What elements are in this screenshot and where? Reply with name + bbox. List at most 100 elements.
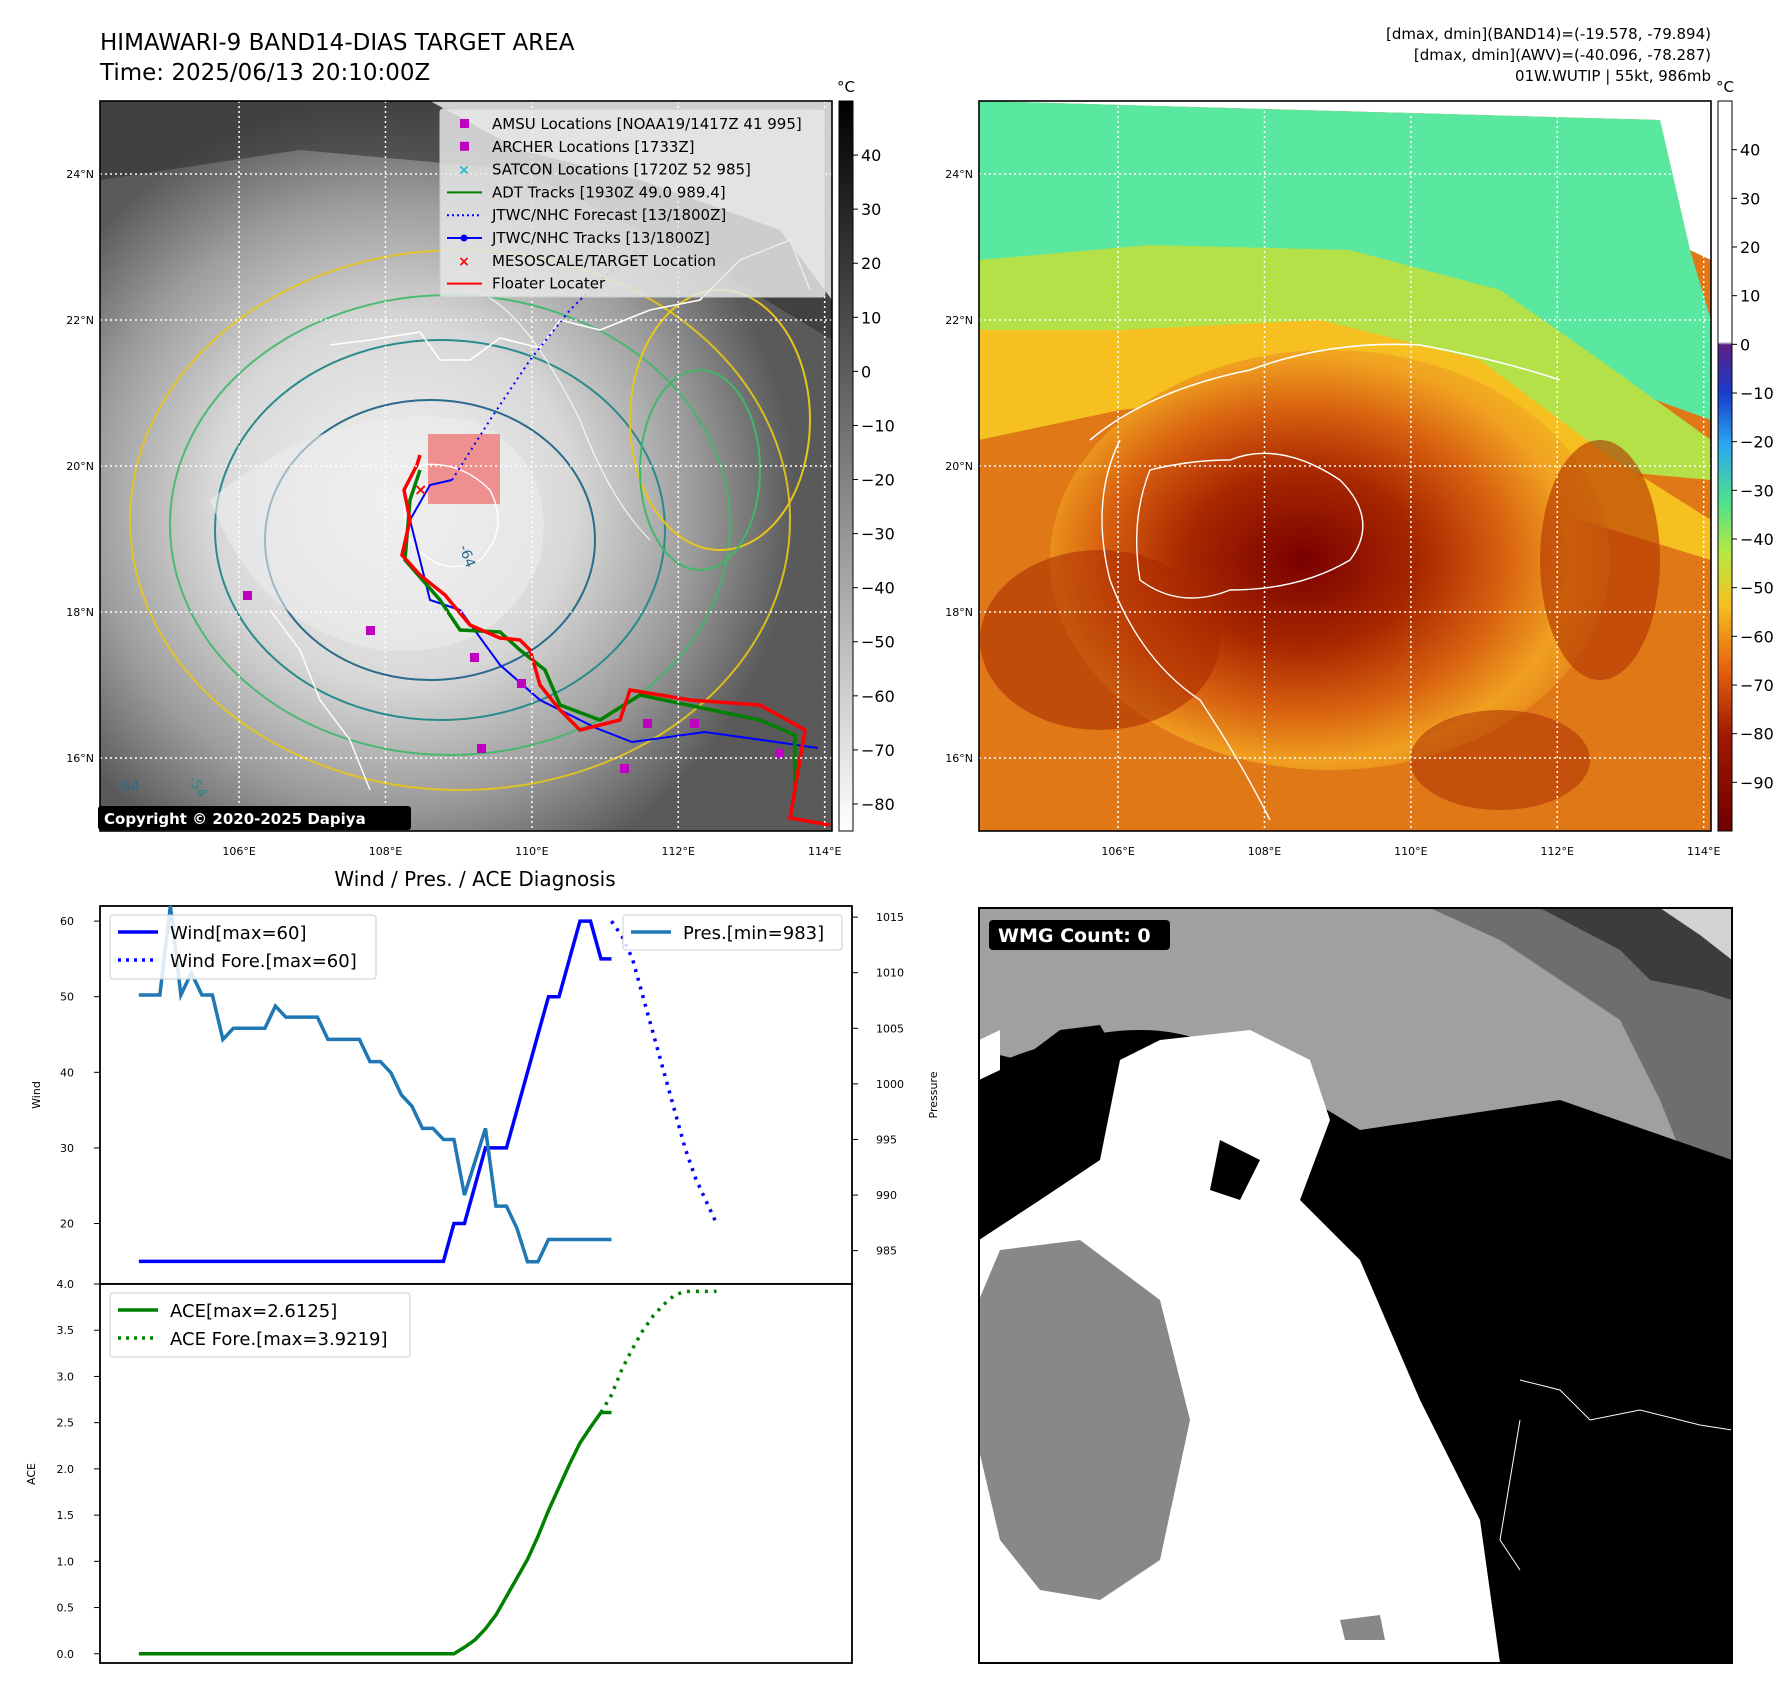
pressure-tick-label: 995 xyxy=(876,1133,897,1146)
amsu-marker xyxy=(243,591,252,600)
lon-tick-label: 108°E xyxy=(369,845,402,858)
lon-tick-label: 114°E xyxy=(1687,845,1720,858)
lon-tick-label: 114°E xyxy=(808,845,841,858)
colorbar-tick-label: −60 xyxy=(1740,627,1774,646)
ace-tick-label: 0.5 xyxy=(57,1602,75,1615)
legend-label: ADT Tracks [1930Z 49.0 989.4] xyxy=(492,183,726,201)
ace-tick-label: 2.5 xyxy=(57,1417,75,1430)
lat-tick-label: 18°N xyxy=(66,606,94,619)
floater-box xyxy=(428,434,500,504)
legend-label: MESOSCALE/TARGET Location xyxy=(492,252,716,270)
legend-entry: AMSU Locations [NOAA19/1417Z 41 995] xyxy=(460,115,802,133)
lon-tick-label: 106°E xyxy=(222,845,255,858)
colorbar-tick-label: −90 xyxy=(1740,773,1774,792)
lat-tick-label: 20°N xyxy=(66,460,94,473)
pressure-axis-label: Pressure xyxy=(927,1071,940,1118)
lat-tick-label: 20°N xyxy=(945,460,973,473)
lat-tick-label: 18°N xyxy=(945,606,973,619)
contour-label: -64 xyxy=(455,543,478,570)
lon-tick-label: 108°E xyxy=(1248,845,1281,858)
colorbar-tick-label: 20 xyxy=(1740,238,1760,257)
colorbar-tick-label: −20 xyxy=(861,471,895,490)
colorbar-tick-label: −80 xyxy=(1740,725,1774,744)
legend-label: JTWC/NHC Tracks [13/1800Z] xyxy=(491,229,710,247)
ace-tick-label: 0.0 xyxy=(57,1648,75,1661)
colorbar-tick-label: 30 xyxy=(1740,189,1760,208)
legend-entry: × MESOSCALE/TARGET Location xyxy=(458,252,716,270)
archer-marker xyxy=(620,764,629,773)
legend-entry: × SATCON Locations [1720Z 52 985] xyxy=(458,161,751,179)
jtwc-forecast-track xyxy=(451,249,641,481)
colorbar-tick-label: −60 xyxy=(861,687,895,706)
legend-label: AMSU Locations [NOAA19/1417Z 41 995] xyxy=(492,115,802,133)
colorbar-tick-label: 0 xyxy=(861,362,871,381)
colorbar-tick-label: −80 xyxy=(861,795,895,814)
colorbar-tick-label: 10 xyxy=(1740,287,1760,306)
ace-chart: ACE 4.0 3.5 3.0 2.5 2.0 1.5 1.0 0.5 0.0 ACE[max=… xyxy=(25,1278,853,1664)
pressure-tick-label: 1015 xyxy=(876,911,904,924)
colorbar-tick-label: 40 xyxy=(1740,141,1760,160)
lat-tick-label: 24°N xyxy=(66,168,94,181)
archer-marker xyxy=(643,719,652,728)
ace-forecast-line xyxy=(599,1289,717,1414)
pressure-line xyxy=(138,905,612,1264)
ace-legend: ACE[max=2.6125] ACE Fore.[max=3.9219] xyxy=(109,1292,411,1358)
legend-label: Floater Locater xyxy=(492,275,606,293)
map-axis-ticks: 106°E 108°E 110°E 112°E 114°E 24°N 22°N 20°N 18°… xyxy=(66,168,841,858)
legend-swatch xyxy=(460,234,468,242)
figure-title: HIMAWARI-9 BAND14-DIAS TARGET AREA xyxy=(100,30,575,56)
wind-tick-label: 40 xyxy=(60,1066,74,1079)
colorbar-tick-label: −30 xyxy=(1740,481,1774,500)
wmg-panel: WMG Count: 0 xyxy=(978,907,1733,1664)
awv-unit: °C xyxy=(1716,78,1734,96)
wind-legend: Wind[max=60] Wind Fore.[max=60] xyxy=(109,914,377,980)
lon-tick-label: 112°E xyxy=(1541,845,1574,858)
legend-entry: ARCHER Locations [1733Z] xyxy=(460,138,695,156)
colorbar-tick-label: −70 xyxy=(1740,676,1774,695)
lat-tick-label: 16°N xyxy=(945,752,973,765)
wind-tick-label: 50 xyxy=(60,991,74,1004)
legend-entry: JTWC/NHC Forecast [13/1800Z] xyxy=(447,206,726,224)
legend-label-ace-forecast: ACE Fore.[max=3.9219] xyxy=(170,1329,388,1350)
lon-tick-label: 106°E xyxy=(1101,845,1134,858)
contour-label: -64 xyxy=(117,779,140,795)
ir-map-frame xyxy=(99,100,833,832)
awv-map-frame xyxy=(978,100,1712,832)
ir-colorbar: °C 40 30 20 10 0 −10 −20 −30 −40 −50 −60 −70 −80 xyxy=(837,78,895,832)
copyright-text: Copyright © 2020-2025 Dapiya xyxy=(104,810,366,828)
map-axis-ticks: 106°E 108°E 110°E 112°E 114°E 24°N 22°N 20°N 18°… xyxy=(945,168,1720,858)
ace-tick-label: 1.5 xyxy=(57,1509,75,1522)
colorbar-tick-label: −20 xyxy=(1740,433,1774,452)
archer-marker xyxy=(775,749,784,758)
ace-tick-label: 1.0 xyxy=(57,1555,75,1568)
wind-tick-label: 30 xyxy=(60,1142,74,1155)
colorbar-tick-label: 10 xyxy=(861,308,881,327)
wind-tick-label: 60 xyxy=(60,915,74,928)
legend-label: ARCHER Locations [1733Z] xyxy=(492,138,695,156)
wind-line xyxy=(138,958,572,1264)
lon-tick-label: 110°E xyxy=(1394,845,1427,858)
legend-swatch xyxy=(460,119,469,128)
lon-tick-label: 112°E xyxy=(662,845,695,858)
legend-label-ace: ACE[max=2.6125] xyxy=(170,1301,337,1322)
wind-axis-label: Wind xyxy=(30,1081,43,1109)
storm-info: 01W.WUTIP | 55kt, 986mb xyxy=(1515,67,1711,85)
legend-label-pressure: Pres.[min=983] xyxy=(683,923,824,944)
pressure-tick-label: 985 xyxy=(876,1245,897,1258)
lat-tick-label: 24°N xyxy=(945,168,973,181)
ace-tick-label: 3.0 xyxy=(57,1370,75,1383)
lon-tick-label: 110°E xyxy=(515,845,548,858)
colorbar-tick-label: −10 xyxy=(1740,384,1774,403)
target-marker: × xyxy=(414,480,427,499)
copyright-box xyxy=(98,806,411,830)
ir-unit: °C xyxy=(837,78,855,96)
wmg-count-badge xyxy=(989,920,1170,950)
ir-map-panel: × -64 -64 -54 106°E 108°E 110°E 112°E 114°E2… xyxy=(66,100,841,858)
band14-stats: [dmax, dmin](BAND14)=(-19.578, -79.894) xyxy=(1386,25,1711,43)
archer-marker xyxy=(366,626,375,635)
colorbar-tick-label: −70 xyxy=(861,741,895,760)
pressure-tick-label: 1000 xyxy=(876,1078,904,1091)
wind-tick-label: 20 xyxy=(60,1218,74,1231)
ace-tick-label: 2.0 xyxy=(57,1463,75,1476)
colorbar-tick-label: −50 xyxy=(861,633,895,652)
